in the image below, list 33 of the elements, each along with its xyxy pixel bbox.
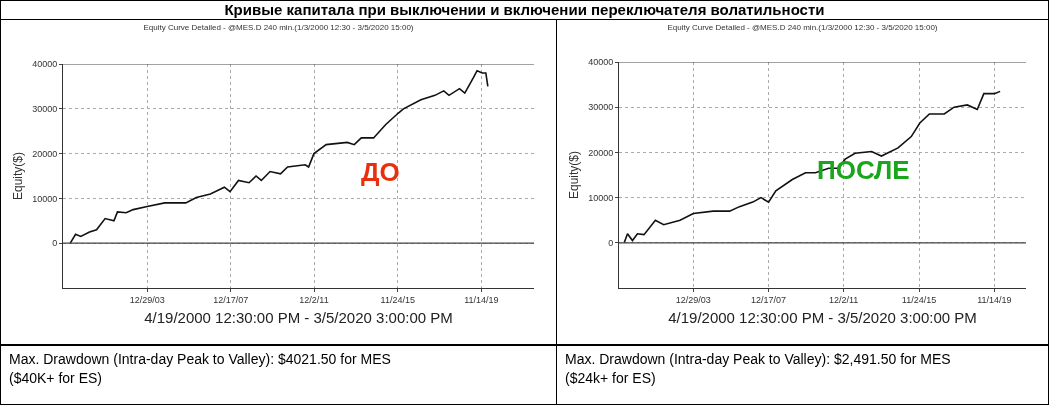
x-tick-label: 11/24/15 bbox=[380, 294, 415, 305]
x-tick-label: 12/29/03 bbox=[675, 294, 711, 305]
x-tick-label: 12/2/11 bbox=[828, 294, 859, 305]
text: Max. Drawdown (Intra-day Peak to Valley): $2,491.50 for MES ($24k+ for ES) bbox=[565, 350, 952, 388]
x-tick-label: 12/17/07 bbox=[750, 294, 787, 305]
x-tick-label: 12/29/03 bbox=[129, 294, 165, 305]
line-series bbox=[69, 69, 489, 244]
chart-title: Кривые капитала при выключении и включении переключателя волатильности bbox=[0, 0, 1049, 20]
y-tick-label: 10000 bbox=[588, 192, 614, 203]
annotation: ПОСЛЕ bbox=[817, 155, 910, 185]
x-tick-label: 12/2/11 bbox=[299, 294, 329, 305]
x-tick-label: 11/24/15 bbox=[901, 294, 937, 305]
x-axis-title: 4/19/2000 12:30:00 PM - 3/5/2020 3:00:00 PM bbox=[668, 308, 977, 326]
y-tick-label: 20000 bbox=[588, 147, 614, 158]
text: Max. Drawdown (Intra-day Peak to Valley): $4021.50 for MES ($40K+ for ES) bbox=[9, 350, 392, 388]
y-tick-label: 0 bbox=[52, 238, 58, 249]
x-tick-label: 12/17/07 bbox=[213, 294, 249, 305]
y-tick-label: 0 bbox=[608, 237, 614, 248]
y-tick-label: 10000 bbox=[32, 193, 58, 204]
y-tick-label: 30000 bbox=[32, 103, 58, 114]
y-tick-label: 40000 bbox=[32, 59, 58, 70]
annotation: ДО bbox=[361, 157, 400, 187]
x-tick-label: 11/14/19 bbox=[977, 294, 1012, 305]
chart-subtitle: Equity Curve Detailed - @MES.D 240 min.(1/3/2000 12:30 - 3/5/2020 15:00) bbox=[667, 23, 938, 33]
y-tick-label: 20000 bbox=[32, 148, 58, 159]
y-axis-title: Equity($) bbox=[567, 150, 582, 200]
y-axis-title: Equity($) bbox=[11, 151, 26, 201]
x-axis-title: 4/19/2000 12:30:00 PM - 3/5/2020 3:00:00 PM bbox=[144, 308, 453, 326]
y-tick-label: 40000 bbox=[588, 57, 614, 68]
line-series bbox=[623, 90, 1001, 244]
x-tick-label: 11/14/19 bbox=[464, 294, 499, 305]
y-tick-label: 30000 bbox=[588, 102, 614, 113]
chart-subtitle: Equity Curve Detailed - @MES.D 240 min.(1/3/2000 12:30 - 3/5/2020 15:00) bbox=[143, 23, 414, 33]
